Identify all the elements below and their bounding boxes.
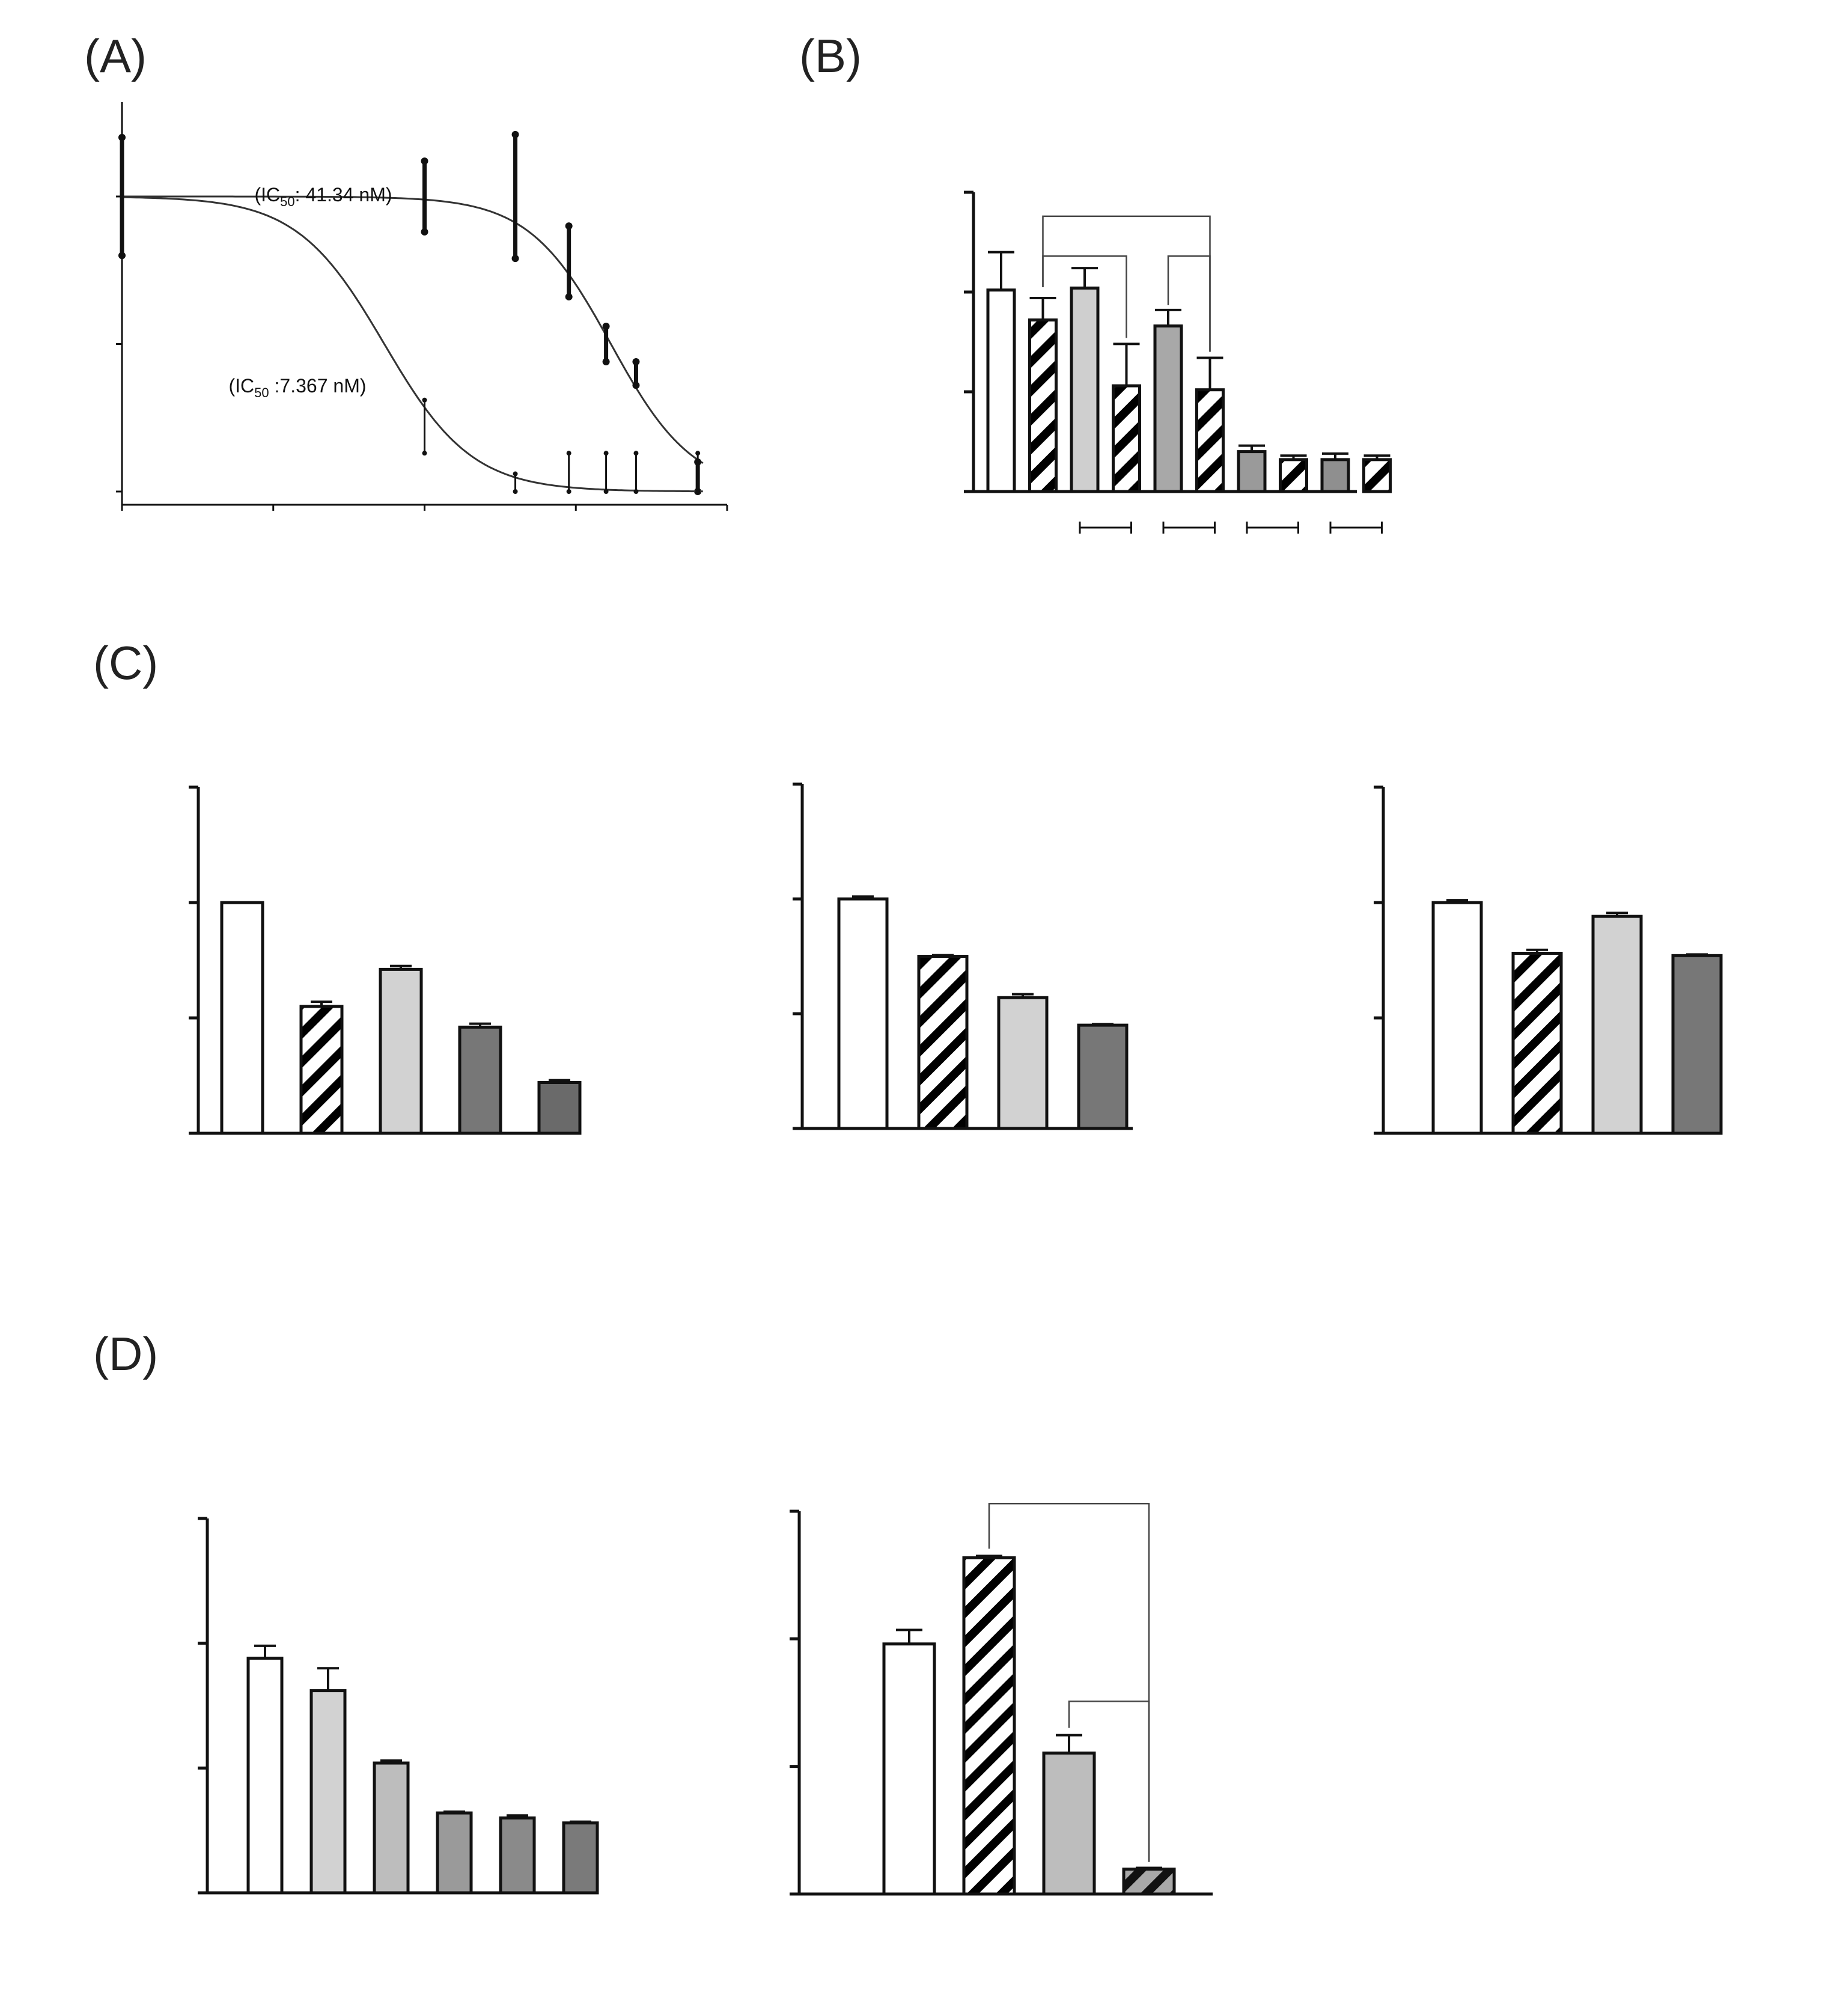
bar [373,1761,410,1895]
bar [1195,388,1225,493]
bar [1279,458,1308,493]
panel-label-d: (D) [93,1327,158,1380]
bar [1362,458,1392,493]
bar [379,967,423,1135]
bar [436,1811,473,1895]
comparison-bracket [1042,255,1127,338]
chart-d1 [198,1517,599,1895]
error-cap [511,130,519,138]
chart-c3 [1374,785,1723,1135]
error-cap [633,489,639,494]
bar [220,901,264,1135]
error-cap [511,255,519,263]
curve-bortezomib [121,196,703,493]
error-cap [632,382,640,389]
bar [246,1657,284,1895]
cfz-group-bracket [1246,522,1299,534]
panel-label-b: (B) [799,29,862,82]
bar [1028,318,1058,493]
error-cap [422,397,427,403]
error-cap [603,451,609,456]
error-cap [566,489,571,494]
bar [458,1025,502,1135]
error-cap [632,358,640,365]
error-cap [695,489,701,494]
error-cap [695,451,701,456]
bar [986,288,1016,493]
panel-label-a: (A) [84,29,147,82]
bar [917,955,969,1130]
chart-a: (IC50: 41.34 nM) (IC50 :7.367 nM) [116,102,728,511]
curve-cfz [122,195,704,464]
bar [962,1556,1016,1896]
series-annotation-cfz: (IC50: 41.34 nM) [255,184,392,209]
bar [1511,951,1563,1135]
cfz-group-bracket [1079,522,1132,534]
error-cap [566,451,571,456]
comparison-bracket [1068,1701,1150,1862]
error-cap [120,194,124,199]
error-cap [565,293,573,300]
chart-c2 [793,782,1133,1130]
bar [299,1005,344,1135]
error-cap [602,323,610,330]
error-cap [421,157,428,165]
chart-c1 [189,785,582,1135]
bar [1237,450,1267,493]
error-cap [513,471,518,477]
error-cap [602,358,610,365]
bar [1122,1868,1176,1896]
error-cap [565,222,573,230]
bar [562,1821,599,1895]
bar [1153,324,1183,493]
error-cap [120,135,124,140]
error-cap [421,228,428,236]
bar [537,1081,582,1135]
error-cap [513,489,518,494]
bar [499,1816,536,1895]
cfz-group-bracket [1329,522,1383,534]
bar [1591,915,1643,1135]
bar [882,1642,936,1896]
bar [309,1689,347,1895]
error-cap [422,451,427,456]
chart-b [964,190,1392,534]
error-cap [633,451,639,456]
error-cap [603,489,609,494]
chart-d2 [790,1503,1213,1896]
bar [1320,458,1350,493]
bar [997,996,1049,1130]
comparison-bracket [988,1503,1150,1862]
error-cap [118,252,126,260]
bar [1671,954,1723,1135]
bar [1070,286,1100,493]
bar [837,897,889,1130]
comparison-bracket [1167,255,1211,352]
bar [1112,384,1141,493]
panel-label-c: (C) [93,636,158,689]
bar [1042,1751,1096,1896]
cfz-group-bracket [1162,522,1216,534]
bar [1077,1023,1129,1130]
series-annotation-bortezomib: (IC50 :7.367 nM) [229,375,367,400]
bar [1431,901,1483,1135]
